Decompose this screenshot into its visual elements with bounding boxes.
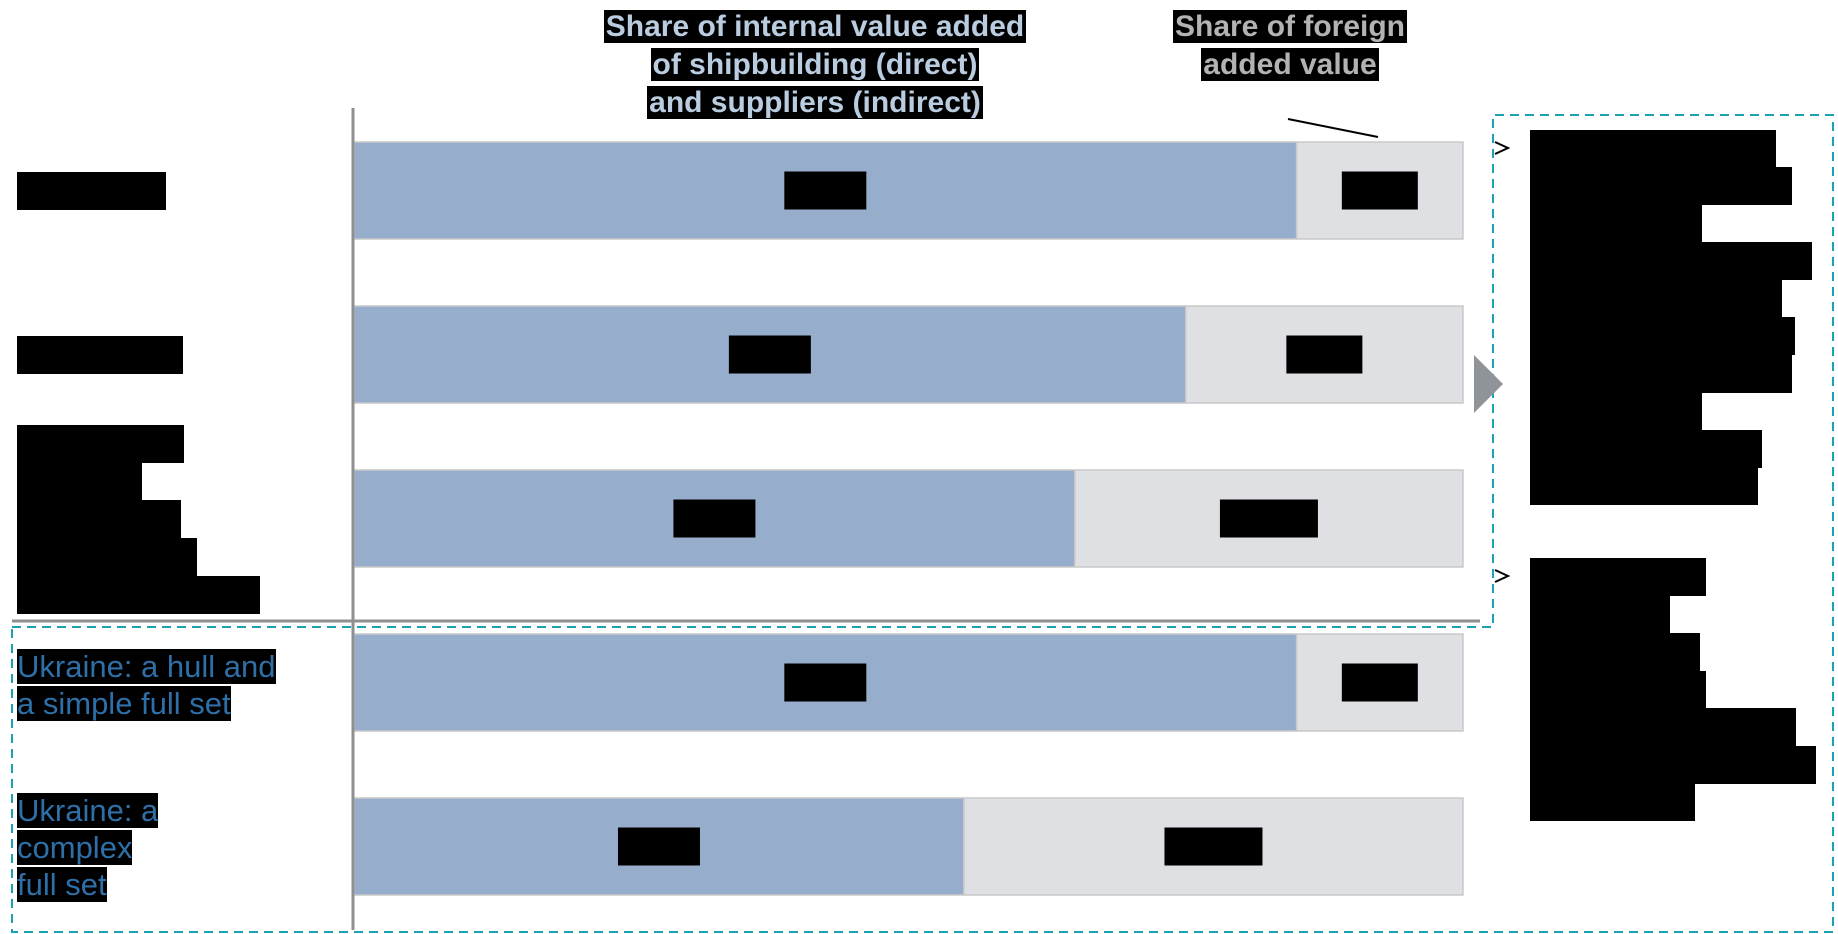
redacted-conclusion-text [1530, 800, 1695, 821]
category-label-line: Ukraine: a [17, 793, 159, 828]
redacted-conclusion-text [1530, 355, 1792, 393]
category-label-line: a simple full set [17, 686, 231, 721]
redacted-data-label [784, 171, 867, 210]
chevron-right-icon [1494, 569, 1511, 583]
redacted-category-label [17, 463, 142, 501]
dashed-highlight-box [11, 114, 1834, 933]
redacted-category-label [17, 425, 184, 463]
redacted-conclusion-text [1530, 633, 1700, 671]
redacted-conclusion-text [1530, 130, 1776, 168]
redacted-category-label [17, 500, 181, 538]
redacted-conclusion-text [1530, 317, 1795, 355]
redacted-conclusion-text [1530, 205, 1702, 243]
redacted-data-label [617, 827, 700, 866]
domestic-header-line: and suppliers (indirect) [647, 86, 983, 119]
domestic-header-line: of shipbuilding (direct) [650, 48, 980, 81]
redacted-conclusion-text [1530, 392, 1702, 430]
redacted-data-label [728, 335, 811, 374]
arrow-icon [1474, 355, 1503, 413]
redacted-data-label [673, 499, 756, 538]
chevron-right-icon [1494, 141, 1511, 155]
foreign-header-line: Share of foreign [1172, 10, 1408, 43]
redacted-category-label [17, 336, 183, 374]
domestic-share-header: Share of internal value added of shipbui… [600, 8, 1030, 122]
bar-foreign-share [1074, 469, 1464, 568]
category-label-line: full set [17, 867, 107, 902]
redacted-category-label [17, 576, 260, 614]
redacted-conclusion-text [1530, 596, 1670, 634]
redacted-data-label [1286, 335, 1363, 374]
category-label-ukraine-simple: Ukraine: a hull and a simple full set [17, 648, 276, 722]
redacted-data-label [1164, 827, 1263, 866]
header-leader-line [1287, 118, 1379, 138]
redacted-conclusion-text [1530, 558, 1706, 596]
redacted-category-label [17, 538, 197, 576]
category-label-line: complex [17, 830, 133, 865]
redacted-data-label [1341, 171, 1418, 210]
redacted-conclusion-text [1530, 708, 1796, 746]
foreign-share-header: Share of foreign added value [1150, 8, 1430, 84]
redacted-data-label [1219, 499, 1318, 538]
redacted-category-label [17, 172, 166, 210]
redacted-data-label [784, 663, 867, 702]
domestic-header-line: Share of internal value added [603, 10, 1027, 43]
redacted-data-label [1341, 663, 1418, 702]
redacted-conclusion-text [1530, 430, 1762, 468]
redacted-conclusion-text [1530, 671, 1706, 709]
category-label-line: Ukraine: a hull and [17, 649, 276, 684]
redacted-conclusion-text [1530, 242, 1812, 280]
redacted-conclusion-text [1530, 467, 1758, 505]
redacted-conclusion-text [1530, 280, 1782, 318]
redacted-conclusion-text [1530, 746, 1816, 784]
redacted-conclusion-text [1530, 167, 1792, 205]
category-label-ukraine-complex: Ukraine: a complex full set [17, 792, 159, 903]
foreign-header-line: added value [1201, 48, 1379, 81]
